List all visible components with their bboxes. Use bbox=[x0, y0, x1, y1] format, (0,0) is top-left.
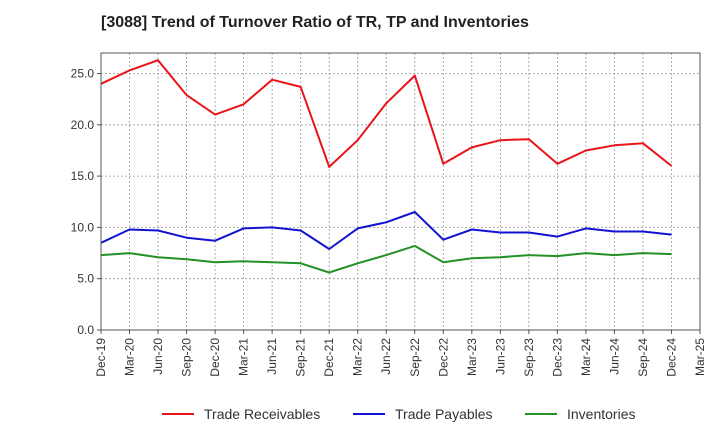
x-tick-label: Dec-19 bbox=[94, 338, 108, 377]
grid-layer bbox=[101, 53, 700, 330]
y-tick-label: 10.0 bbox=[71, 220, 95, 234]
x-tick-label: Jun-24 bbox=[607, 338, 621, 375]
x-tick-label: Dec-21 bbox=[322, 338, 336, 377]
legend-label: Trade Receivables bbox=[204, 406, 320, 422]
y-tick-label: 15.0 bbox=[71, 169, 95, 183]
y-tick-label: 0.0 bbox=[77, 323, 94, 337]
x-tick-label: Jun-23 bbox=[493, 338, 507, 375]
x-tick-label: Mar-22 bbox=[351, 338, 365, 376]
series-line-inventories bbox=[100, 244, 672, 274]
x-tick-label: Sep-22 bbox=[408, 338, 422, 377]
x-tick-label: Mar-20 bbox=[123, 338, 137, 376]
x-tick-label: Mar-25 bbox=[693, 338, 707, 376]
series-line-trade-receivables bbox=[100, 59, 673, 168]
chart-title: [3088] Trend of Turnover Ratio of TR, TP… bbox=[101, 14, 529, 31]
x-tick-label: Sep-21 bbox=[294, 338, 308, 377]
series-layer bbox=[100, 59, 673, 274]
x-tick-labels: Dec-19 Mar-20 Jun-20 Sep-20 Dec-20 Mar-21 Jun-… bbox=[94, 330, 707, 377]
x-tick-label: Jun-22 bbox=[379, 338, 393, 375]
y-tick-label: 25.0 bbox=[71, 67, 95, 81]
y-tick-labels: 0.0 5.0 10.0 15.0 20.0 25.0 bbox=[71, 67, 101, 337]
x-tick-label: Dec-22 bbox=[436, 338, 450, 377]
y-tick-label: 20.0 bbox=[71, 118, 95, 132]
x-tick-label: Sep-23 bbox=[522, 338, 536, 377]
legend-label: Inventories bbox=[567, 406, 635, 422]
legend-item: Trade Payables bbox=[353, 406, 493, 422]
x-tick-label: Jun-21 bbox=[265, 338, 279, 375]
legend: Trade Receivables Trade Payables Inventori… bbox=[162, 406, 635, 422]
x-tick-label: Mar-23 bbox=[465, 338, 479, 376]
legend-item: Inventories bbox=[525, 406, 635, 422]
x-tick-label: Sep-20 bbox=[180, 338, 194, 377]
series-line-trade-payables bbox=[100, 211, 672, 250]
x-tick-label: Mar-21 bbox=[237, 338, 251, 376]
x-tick-label: Jun-20 bbox=[151, 338, 165, 375]
x-tick-label: Sep-24 bbox=[636, 338, 650, 377]
y-tick-label: 5.0 bbox=[77, 272, 94, 286]
x-tick-label: Dec-20 bbox=[208, 338, 222, 377]
legend-label: Trade Payables bbox=[395, 406, 493, 422]
x-tick-label: Mar-24 bbox=[579, 338, 593, 376]
x-tick-label: Dec-24 bbox=[664, 338, 678, 377]
plot-frame bbox=[100, 52, 701, 331]
legend-item: Trade Receivables bbox=[162, 406, 320, 422]
x-tick-label: Dec-23 bbox=[550, 338, 564, 377]
